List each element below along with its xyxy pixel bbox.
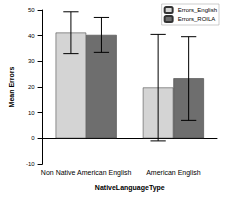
svg-text:50: 50 xyxy=(28,7,35,13)
svg-text:30: 30 xyxy=(28,58,35,64)
svg-text:Non Native American English: Non Native American English xyxy=(41,169,132,177)
svg-text:20: 20 xyxy=(28,84,35,90)
svg-text:-10: -10 xyxy=(26,161,35,167)
svg-text:0: 0 xyxy=(31,135,35,141)
svg-text:Mean Errors: Mean Errors xyxy=(8,66,15,107)
svg-text:NativeLanguageType: NativeLanguageType xyxy=(95,184,165,192)
svg-text:40: 40 xyxy=(28,33,35,39)
svg-text:Errors_English: Errors_English xyxy=(178,7,217,13)
svg-text:American English: American English xyxy=(146,169,201,177)
svg-text:Errors_ROILA: Errors_ROILA xyxy=(178,16,216,22)
svg-text:10: 10 xyxy=(28,110,35,116)
